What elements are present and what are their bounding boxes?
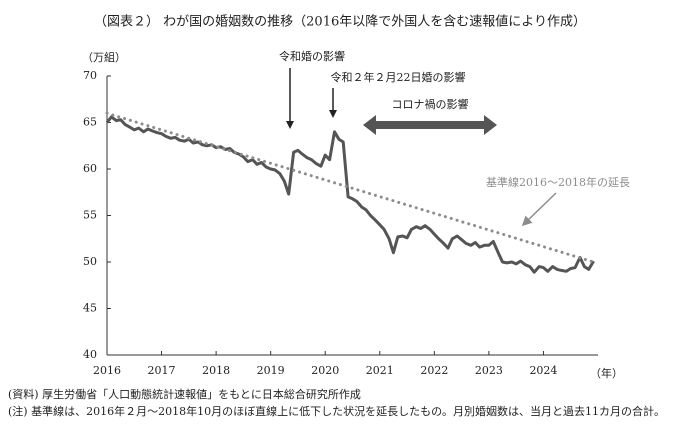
data-line [105, 115, 595, 274]
x-tick-label: 2019 [257, 364, 285, 377]
x-tick-label: 2016 [93, 364, 121, 377]
x-tick-label: 2017 [148, 364, 176, 377]
x-tick-label: 2024 [529, 364, 557, 377]
x-tick-label: 2023 [475, 364, 503, 377]
annotation: コロナ禍の影響 [392, 97, 469, 111]
annotation-arrow [363, 115, 497, 135]
chart-title: （図表２） わが国の婚姻数の推移（2016年以降で外国人を含む速報値により作成） [94, 14, 586, 30]
y-tick-label: 55 [83, 209, 97, 222]
y-tick-label: 45 [83, 302, 97, 315]
x-tick-label: 2018 [202, 364, 230, 377]
note: (資料) 厚生労働省「人口動態統計速報値」をもとに日本総合研究所作成 [8, 387, 361, 401]
y-axis-label: （万組） [82, 51, 126, 64]
y-tick-label: 50 [83, 255, 97, 268]
annotation: 令和２年２月22日婚の影響 [331, 70, 466, 84]
x-axis-label: （年） [590, 366, 623, 380]
y-tick-label: 40 [83, 348, 97, 361]
annotation: 令和婚の影響 [279, 49, 345, 63]
annotation: 基準線2016～2018年の延長 [486, 175, 630, 189]
x-tick-label: 2022 [420, 364, 448, 377]
y-tick-label: 65 [83, 116, 97, 129]
y-tick-label: 60 [83, 162, 97, 175]
note: (注) 基準線は、2016年２月～2018年10月のほぼ直線上に低下した状況を延… [8, 404, 665, 418]
baseline [105, 111, 596, 264]
x-tick-label: 2020 [311, 364, 339, 377]
y-tick-label: 70 [83, 69, 97, 82]
x-tick-label: 2021 [366, 364, 394, 377]
annotation-arrow [521, 192, 557, 227]
